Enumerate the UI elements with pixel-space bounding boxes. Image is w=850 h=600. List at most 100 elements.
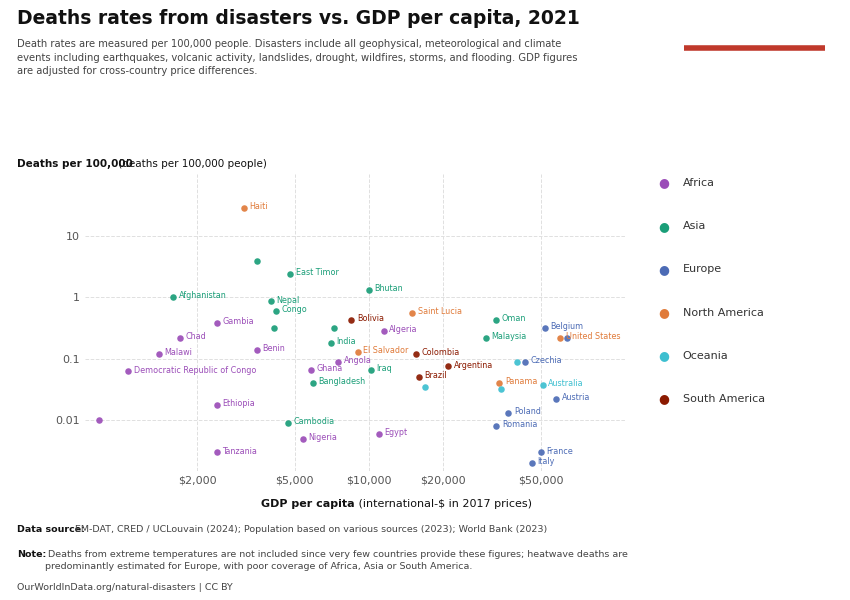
Point: [479, 333, 493, 343]
Text: Romania: Romania: [502, 421, 537, 430]
Point: [409, 349, 422, 359]
Point: [560, 333, 574, 343]
Point: [362, 286, 376, 295]
Text: El Salvador: El Salvador: [363, 346, 409, 355]
Point: [412, 373, 426, 382]
Text: Algeria: Algeria: [389, 325, 418, 334]
Point: [281, 418, 295, 428]
Point: [525, 458, 539, 468]
Point: [518, 357, 531, 367]
Text: Note:: Note:: [17, 550, 46, 559]
Point: [324, 338, 337, 348]
Text: Iraq: Iraq: [377, 364, 392, 373]
Text: Angola: Angola: [343, 356, 371, 365]
Point: [210, 318, 224, 328]
Text: (international-$ in 2017 prices): (international-$ in 2017 prices): [355, 499, 532, 509]
Point: [536, 380, 549, 389]
Text: Ghana: Ghana: [316, 364, 343, 373]
Text: ●: ●: [659, 306, 670, 319]
Text: Ethiopia: Ethiopia: [222, 398, 255, 407]
Text: Nepal: Nepal: [276, 296, 300, 305]
Text: GDP per capita: GDP per capita: [261, 499, 355, 509]
Text: United States: United States: [565, 332, 620, 341]
Point: [372, 429, 386, 439]
Point: [553, 333, 567, 343]
Text: ●: ●: [659, 392, 670, 406]
Point: [550, 394, 564, 404]
Text: Asia: Asia: [683, 221, 706, 231]
Text: Australia: Australia: [548, 379, 584, 388]
Text: Deaths per 100,000: Deaths per 100,000: [17, 159, 133, 169]
Text: Our World: Our World: [724, 18, 784, 28]
Point: [250, 257, 264, 266]
Text: Panama: Panama: [505, 377, 537, 386]
Text: Afghanistan: Afghanistan: [178, 291, 227, 300]
Text: Congo: Congo: [282, 305, 308, 314]
Point: [502, 409, 515, 418]
Text: Bhutan: Bhutan: [374, 284, 403, 293]
Text: Tanzania: Tanzania: [222, 446, 257, 455]
Text: Colombia: Colombia: [421, 348, 459, 357]
Text: Czechia: Czechia: [530, 356, 562, 365]
Point: [534, 448, 547, 457]
Text: Data source:: Data source:: [17, 525, 85, 534]
Point: [345, 316, 359, 325]
Text: Haiti: Haiti: [249, 202, 268, 211]
Text: Chad: Chad: [185, 332, 206, 341]
Point: [284, 269, 298, 278]
Text: India: India: [337, 337, 356, 346]
Point: [419, 382, 433, 392]
Point: [264, 296, 278, 306]
Point: [237, 203, 251, 213]
Text: Oceania: Oceania: [683, 351, 728, 361]
Point: [538, 323, 552, 332]
Point: [267, 323, 280, 332]
Point: [122, 367, 135, 376]
Text: Saint Lucia: Saint Lucia: [417, 307, 462, 316]
Text: Malawi: Malawi: [165, 348, 192, 357]
Text: North America: North America: [683, 308, 763, 317]
Text: Malaysia: Malaysia: [491, 332, 527, 341]
Text: East Timor: East Timor: [296, 268, 339, 277]
Text: in Data: in Data: [733, 35, 775, 45]
Point: [167, 292, 180, 302]
Point: [332, 357, 345, 367]
Point: [441, 362, 455, 371]
Text: Egypt: Egypt: [384, 428, 408, 437]
Point: [494, 385, 507, 394]
Point: [490, 421, 503, 431]
Text: Deaths rates from disasters vs. GDP per capita, 2021: Deaths rates from disasters vs. GDP per …: [17, 9, 580, 28]
Point: [304, 365, 318, 375]
Text: ●: ●: [659, 176, 670, 190]
Text: Europe: Europe: [683, 265, 722, 274]
Text: Africa: Africa: [683, 178, 715, 188]
Point: [152, 349, 166, 359]
Text: ●: ●: [659, 220, 670, 233]
Text: Brazil: Brazil: [424, 371, 447, 380]
Text: Bangladesh: Bangladesh: [318, 377, 366, 386]
Text: ●: ●: [659, 349, 670, 362]
Point: [210, 400, 224, 409]
Text: Poland: Poland: [514, 407, 541, 416]
Point: [493, 379, 507, 388]
Text: France: France: [547, 446, 573, 455]
Text: OurWorldInData.org/natural-disasters | CC BY: OurWorldInData.org/natural-disasters | C…: [17, 583, 233, 592]
Text: Democratic Republic of Congo: Democratic Republic of Congo: [133, 365, 256, 374]
Text: Gambia: Gambia: [222, 317, 253, 326]
Point: [377, 326, 390, 336]
Point: [490, 316, 503, 325]
Text: Oman: Oman: [502, 314, 526, 323]
Point: [210, 448, 224, 457]
Text: Argentina: Argentina: [454, 361, 493, 370]
Text: Deaths from extreme temperatures are not included since very few countries provi: Deaths from extreme temperatures are not…: [45, 550, 628, 571]
Point: [327, 323, 341, 332]
Text: Belgium: Belgium: [550, 322, 583, 331]
Text: (deaths per 100,000 people): (deaths per 100,000 people): [115, 159, 267, 169]
Text: Italy: Italy: [537, 457, 555, 466]
Point: [405, 308, 419, 318]
Point: [297, 434, 310, 443]
Point: [269, 306, 283, 316]
Text: Death rates are measured per 100,000 people. Disasters include all geophysical, : Death rates are measured per 100,000 peo…: [17, 39, 577, 76]
Text: ●: ●: [659, 263, 670, 276]
Point: [351, 347, 365, 356]
